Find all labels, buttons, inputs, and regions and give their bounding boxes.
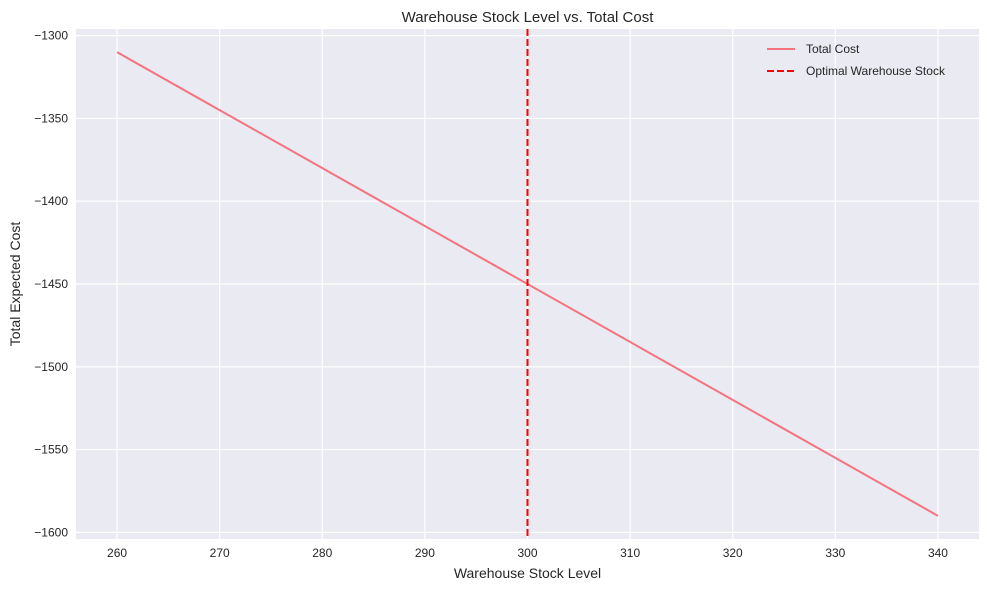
legend-label-optimal-warehouse-stock: Optimal Warehouse Stock — [806, 64, 946, 78]
y-tick-label: −1450 — [34, 277, 68, 291]
y-tick-label: −1350 — [34, 111, 68, 125]
x-tick-label: 320 — [723, 546, 743, 560]
y-axis-ticks: −1300 −1350 −1400 −1450 −1500 −1550 −1600 — [34, 29, 68, 540]
x-axis-label: Warehouse Stock Level — [454, 565, 601, 581]
legend-label-total-cost: Total Cost — [806, 42, 860, 56]
x-tick-label: 280 — [312, 546, 332, 560]
y-tick-label: −1400 — [34, 194, 68, 208]
x-tick-label: 300 — [517, 546, 537, 560]
x-tick-label: 340 — [928, 546, 948, 560]
y-axis-label: Total Expected Cost — [7, 222, 23, 347]
y-tick-label: −1550 — [34, 443, 68, 457]
x-tick-label: 260 — [107, 546, 127, 560]
x-tick-label: 290 — [415, 546, 435, 560]
x-tick-label: 310 — [620, 546, 640, 560]
chart-title: Warehouse Stock Level vs. Total Cost — [402, 9, 655, 26]
y-tick-label: −1500 — [34, 360, 68, 374]
x-tick-label: 270 — [210, 546, 230, 560]
y-tick-label: −1600 — [34, 525, 68, 539]
x-axis-ticks: 260 270 280 290 300 310 320 330 340 — [107, 546, 948, 560]
x-tick-label: 330 — [825, 546, 845, 560]
legend: Total Cost Optimal Warehouse Stock — [767, 42, 946, 78]
y-tick-label: −1300 — [34, 29, 68, 43]
